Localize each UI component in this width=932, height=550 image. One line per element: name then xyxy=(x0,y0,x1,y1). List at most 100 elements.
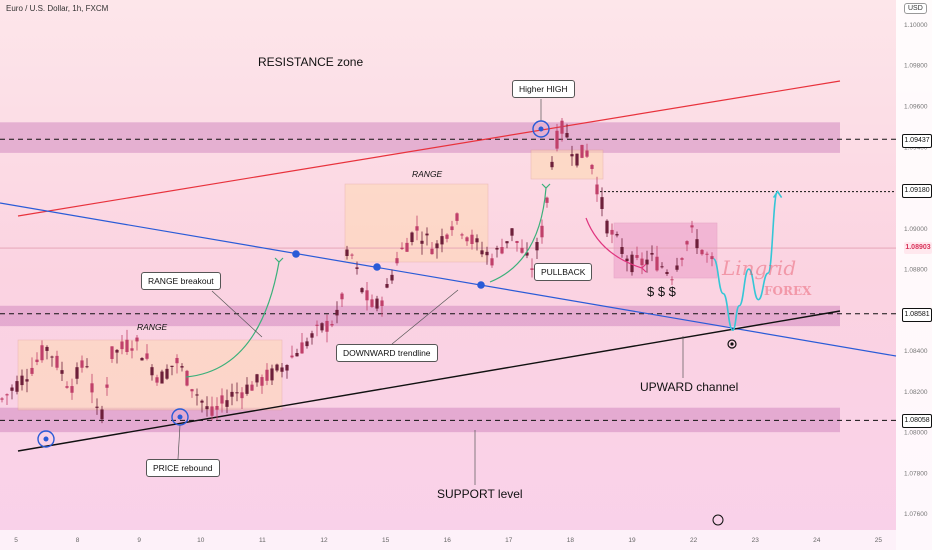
currency-button[interactable]: USD xyxy=(904,3,927,14)
x-tick-label: 16 xyxy=(444,537,452,544)
projection-path xyxy=(712,190,779,332)
candle-body xyxy=(75,367,79,379)
candle-body xyxy=(610,229,614,235)
x-tick-label: 12 xyxy=(320,537,328,544)
candle-body xyxy=(280,367,284,372)
candle-body xyxy=(125,339,129,353)
candle-body xyxy=(695,239,699,249)
downward-trendline xyxy=(0,202,897,357)
candle-body xyxy=(645,259,649,265)
candle-body xyxy=(220,395,224,404)
candle-body xyxy=(685,241,689,245)
candle-body xyxy=(575,153,579,166)
arrow-pullback xyxy=(585,217,643,269)
label-range-upper: RANGE xyxy=(412,169,443,179)
arrow-breakout-head xyxy=(274,257,284,263)
y-tick-label: 1.10000 xyxy=(904,22,928,29)
x-tick-label: 8 xyxy=(76,537,80,544)
candle-body xyxy=(515,241,519,243)
label-range-lower: RANGE xyxy=(137,322,168,332)
candle-body xyxy=(55,355,59,368)
y-tick-label: 1.08400 xyxy=(904,348,928,355)
candle-body xyxy=(330,324,334,326)
candle-body xyxy=(490,258,494,266)
candle-body xyxy=(250,384,254,391)
x-tick-label: 11 xyxy=(259,537,266,544)
candle-body xyxy=(235,392,239,394)
candle-body xyxy=(240,392,244,399)
x-tick-label: 22 xyxy=(690,537,698,544)
candle-body xyxy=(315,324,319,326)
candle-body xyxy=(30,367,34,374)
candle-body xyxy=(550,161,554,168)
y-tick-label: 1.09600 xyxy=(904,104,928,111)
candle-body xyxy=(20,375,24,386)
candle-body xyxy=(60,370,64,374)
candle-body xyxy=(15,381,19,392)
candle-body xyxy=(65,386,69,388)
candle-body xyxy=(435,243,439,249)
watermark-lingrid: Lingrid xyxy=(722,256,797,280)
candle-body xyxy=(570,154,574,157)
candle-body xyxy=(40,345,44,361)
label-upward-channel: UPWARD channel xyxy=(640,380,739,394)
marker-dot-2 xyxy=(538,126,544,132)
x-tick-label: 15 xyxy=(382,537,390,544)
candle-body xyxy=(245,384,249,394)
x-tick-label: 23 xyxy=(752,537,760,544)
candle-body xyxy=(10,387,14,391)
candle-body xyxy=(25,379,29,382)
x-tick-label: 5 xyxy=(14,537,18,544)
candle-body xyxy=(265,369,269,381)
candle-body xyxy=(135,337,139,342)
candle-body xyxy=(580,144,584,158)
y-tick-label: 1.09800 xyxy=(904,63,928,70)
candle-body xyxy=(275,364,279,371)
candle-body xyxy=(175,357,179,364)
candle-body xyxy=(640,258,644,266)
candle-body xyxy=(50,356,54,358)
candle-body xyxy=(595,184,599,195)
candle-body xyxy=(215,405,219,410)
candle-body xyxy=(455,213,459,221)
resistance-trendline xyxy=(17,80,841,217)
candle-body xyxy=(205,406,209,410)
candle-body xyxy=(450,226,454,231)
price-tag-target: 1.09180 xyxy=(902,184,932,198)
candle-body xyxy=(555,130,559,149)
candle-body xyxy=(335,309,339,316)
candle-body xyxy=(120,341,124,350)
arrow-breakout xyxy=(185,261,280,378)
candle-body xyxy=(625,258,629,262)
eye-icon-pupil xyxy=(730,342,734,346)
candle-body xyxy=(590,164,594,169)
candle-body xyxy=(210,406,214,416)
marker-circle-1 xyxy=(171,408,189,426)
label-support-level: SUPPORT level xyxy=(437,487,523,501)
label-dollars: $ $ $ xyxy=(647,284,676,299)
trendline-touch-2 xyxy=(477,281,485,289)
candle-body xyxy=(465,237,469,242)
candle-body xyxy=(480,250,484,255)
x-tick-label: 10 xyxy=(197,537,205,544)
candle-body xyxy=(530,268,534,270)
top-box xyxy=(530,149,604,180)
candle-body xyxy=(615,234,619,236)
candle-body xyxy=(160,371,164,384)
candle-body xyxy=(485,251,489,256)
candle-body xyxy=(375,298,379,309)
candle-body xyxy=(340,293,344,300)
candle-body xyxy=(705,253,709,255)
trendline-touch-1 xyxy=(373,263,381,271)
candle-body xyxy=(290,355,294,358)
y-tick-label: 1.07800 xyxy=(904,470,928,477)
candle-body xyxy=(710,256,714,260)
marker-dot-1 xyxy=(177,414,183,420)
x-tick-label: 17 xyxy=(505,537,513,544)
candle-body xyxy=(630,254,634,273)
y-tick-label: 1.08000 xyxy=(904,430,928,437)
arrow-pullback-head xyxy=(641,263,647,273)
upward-channel-line xyxy=(17,310,841,452)
candle-body xyxy=(95,406,99,408)
candle-body xyxy=(195,394,199,396)
